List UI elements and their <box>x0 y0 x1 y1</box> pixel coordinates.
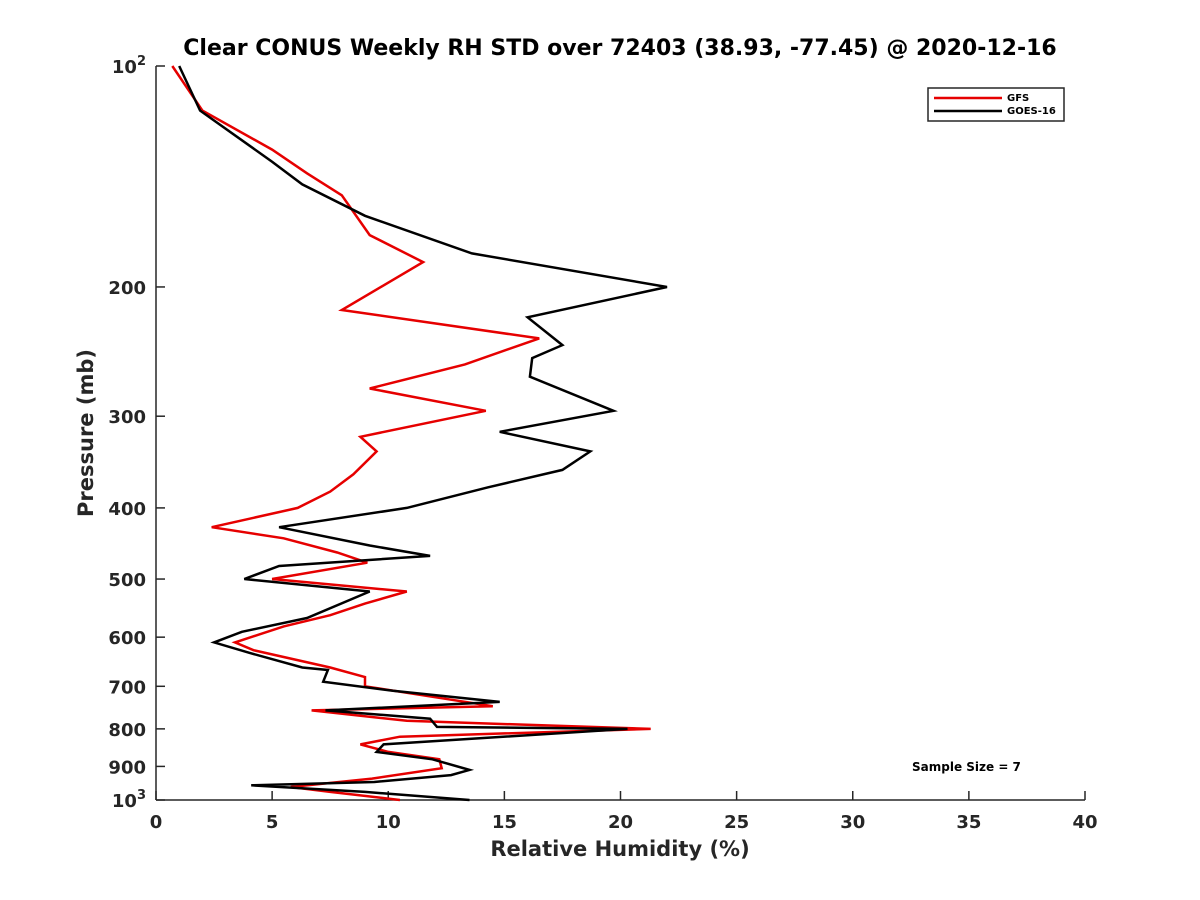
y-tick-label: 800 <box>108 720 146 741</box>
x-tick-label: 35 <box>956 812 981 833</box>
x-tick-label: 5 <box>266 812 279 833</box>
x-tick-label: 20 <box>608 812 633 833</box>
y-tick-label: 200 <box>108 278 146 299</box>
sample-size-note: Sample Size = 7 <box>912 760 1021 774</box>
x-tick-label: 0 <box>150 812 163 833</box>
plot-area: 0 5 10 15 20 25 30 35 40 10220030040050060070080… <box>108 54 1097 833</box>
y-tick-label: 700 <box>108 677 146 698</box>
series-line-goes-16 <box>178 65 668 802</box>
chart-title: Clear CONUS Weekly RH STD over 72403 (38… <box>183 36 1056 61</box>
y-tick-label: 600 <box>108 628 146 649</box>
y-tick-label-power: 102 <box>112 54 146 78</box>
y-tick-label: 300 <box>108 407 146 428</box>
y-tick-label-power: 103 <box>112 788 146 812</box>
x-tick-label: 30 <box>840 812 865 833</box>
y-tick-label: 400 <box>108 499 146 520</box>
y-tick-label: 900 <box>108 757 146 778</box>
series-layer <box>171 65 668 802</box>
x-tick-label: 40 <box>1072 812 1097 833</box>
y-tick-label: 500 <box>108 570 146 591</box>
legend-box <box>927 87 1065 122</box>
y-tick-exponent: 2 <box>137 54 146 69</box>
x-tick-label: 10 <box>376 812 401 833</box>
series-line-gfs <box>171 65 651 802</box>
x-tick-label: 15 <box>492 812 517 833</box>
y-tick-base: 10 <box>112 791 137 812</box>
x-tick-label: 25 <box>724 812 749 833</box>
legend-label-gfs: GFS <box>1007 93 1029 104</box>
legend-label-goes-16: GOES-16 <box>1007 106 1056 117</box>
x-axis-ticks: 0 5 10 15 20 25 30 35 40 <box>150 791 1098 833</box>
y-tick-base: 10 <box>112 57 137 78</box>
y-axis-title: Pressure (mb) <box>74 349 98 517</box>
legend: GFS GOES-16 <box>927 87 1065 122</box>
y-tick-exponent: 3 <box>137 788 146 803</box>
x-axis-title: Relative Humidity (%) <box>490 837 749 861</box>
